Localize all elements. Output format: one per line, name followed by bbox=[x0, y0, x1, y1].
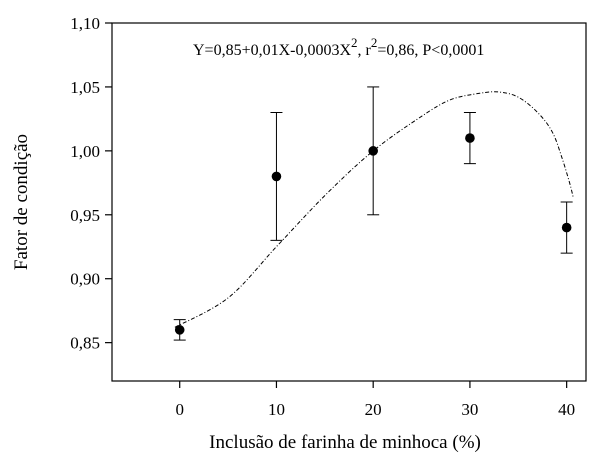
x-axis: 0 10 20 30 40 bbox=[175, 381, 575, 419]
x-tick-label: 40 bbox=[558, 400, 575, 419]
data-point bbox=[368, 146, 378, 156]
x-tick-label: 20 bbox=[365, 400, 382, 419]
data-points bbox=[174, 133, 572, 335]
error-bars bbox=[173, 86, 573, 341]
equation-annotation: Y=0,85+0,01X-0,0003X2, r2=0,86, P<0,0001 bbox=[193, 35, 484, 59]
y-axis: 0,85 0,90 0,95 1,00 1,05 1,10 bbox=[70, 14, 112, 353]
x-tick-label: 0 bbox=[175, 400, 184, 419]
equation-superscript-2: 2 bbox=[371, 35, 378, 50]
data-point bbox=[561, 222, 572, 233]
y-axis-label: Fator de condição bbox=[11, 134, 32, 270]
x-axis-label: Inclusão de farinha de minhoca (%) bbox=[209, 432, 481, 453]
data-point bbox=[271, 171, 282, 182]
x-tick-label: 30 bbox=[461, 400, 478, 419]
equation-superscript-1: 2 bbox=[351, 35, 358, 50]
x-tick-label: 10 bbox=[268, 400, 285, 419]
y-tick-label: 1,10 bbox=[70, 14, 100, 33]
fit-curve bbox=[174, 91, 574, 328]
y-tick-label: 0,95 bbox=[70, 206, 100, 225]
y-tick-label: 0,85 bbox=[70, 334, 100, 353]
data-point bbox=[174, 325, 185, 335]
y-tick-label: 1,00 bbox=[70, 142, 100, 161]
data-point bbox=[465, 133, 475, 143]
plot-frame bbox=[111, 22, 587, 382]
y-tick-label: 0,90 bbox=[70, 270, 100, 289]
y-tick-label: 1,05 bbox=[70, 78, 100, 97]
